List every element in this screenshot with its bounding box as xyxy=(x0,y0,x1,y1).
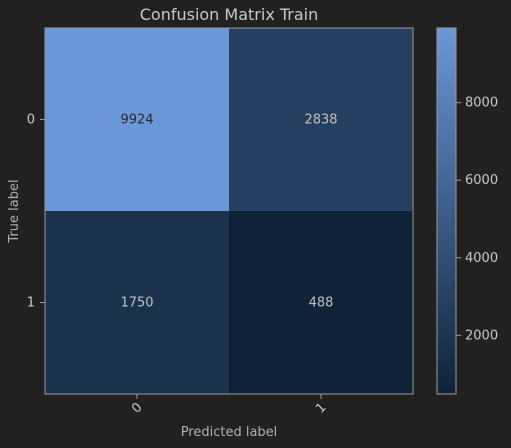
cell-value-r0-c0: 9924 xyxy=(120,113,153,128)
cell-r0-c1 xyxy=(229,28,413,211)
cell-value-r1-c0: 1750 xyxy=(120,296,153,311)
chart-title: Confusion Matrix Train xyxy=(140,5,319,24)
x-axis-label: Predicted label xyxy=(181,425,278,440)
cell-r1-c1 xyxy=(229,211,413,394)
y-axis-label: True label xyxy=(7,179,22,243)
colorbar-tick-label: 4000 xyxy=(465,251,498,266)
cell-r0-c0 xyxy=(45,28,229,211)
colorbar-ticks: 2000 4000 6000 8000 xyxy=(456,96,498,343)
cell-r1-c0 xyxy=(45,211,229,394)
colorbar-tick-label: 2000 xyxy=(465,328,498,343)
colorbar-tick-label: 8000 xyxy=(465,96,498,111)
matrix-cells xyxy=(45,28,413,394)
y-axis-ticks: 01 xyxy=(27,113,45,311)
cell-value-r1-c1: 488 xyxy=(309,296,334,311)
x-tick-label: 0 xyxy=(129,400,145,416)
y-tick-label: 1 xyxy=(27,296,35,311)
colorbar xyxy=(436,27,457,395)
colorbar-tick-label: 6000 xyxy=(465,173,498,188)
y-tick-label: 0 xyxy=(27,113,35,128)
cell-value-labels: 9924 2838 1750 488 xyxy=(120,113,337,311)
cell-value-r0-c1: 2838 xyxy=(304,113,337,128)
x-tick-label: 1 xyxy=(313,400,329,416)
matrix-frame xyxy=(44,27,414,395)
